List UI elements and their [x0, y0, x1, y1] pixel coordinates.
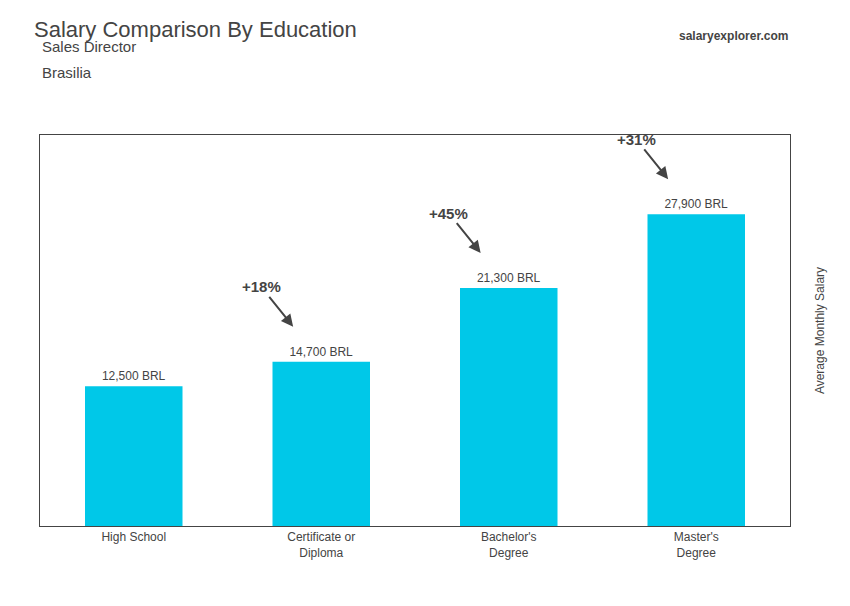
svg-text:14,700 BRL: 14,700 BRL [289, 345, 353, 359]
svg-text:+18%: +18% [242, 278, 281, 295]
svg-text:Average Monthly Salary: Average Monthly Salary [813, 267, 827, 394]
svg-text:21,300 BRL: 21,300 BRL [477, 271, 541, 285]
svg-text:+45%: +45% [429, 205, 468, 222]
svg-text:Bachelor'sDegree: Bachelor'sDegree [481, 530, 537, 560]
svg-text:+31%: +31% [617, 131, 656, 148]
svg-text:High School: High School [101, 530, 166, 544]
svg-text:salaryexplorer.com: salaryexplorer.com [679, 29, 788, 43]
svg-text:Sales Director: Sales Director [42, 38, 136, 55]
svg-text:12,500 BRL: 12,500 BRL [102, 369, 166, 383]
svg-text:Certificate orDiploma: Certificate orDiploma [287, 530, 355, 560]
svg-text:Brasilia: Brasilia [42, 64, 92, 81]
svg-text:27,900 BRL: 27,900 BRL [664, 197, 728, 211]
svg-text:Master'sDegree: Master'sDegree [674, 530, 719, 560]
svg-text:Salary Comparison By Education: Salary Comparison By Education [34, 17, 357, 42]
